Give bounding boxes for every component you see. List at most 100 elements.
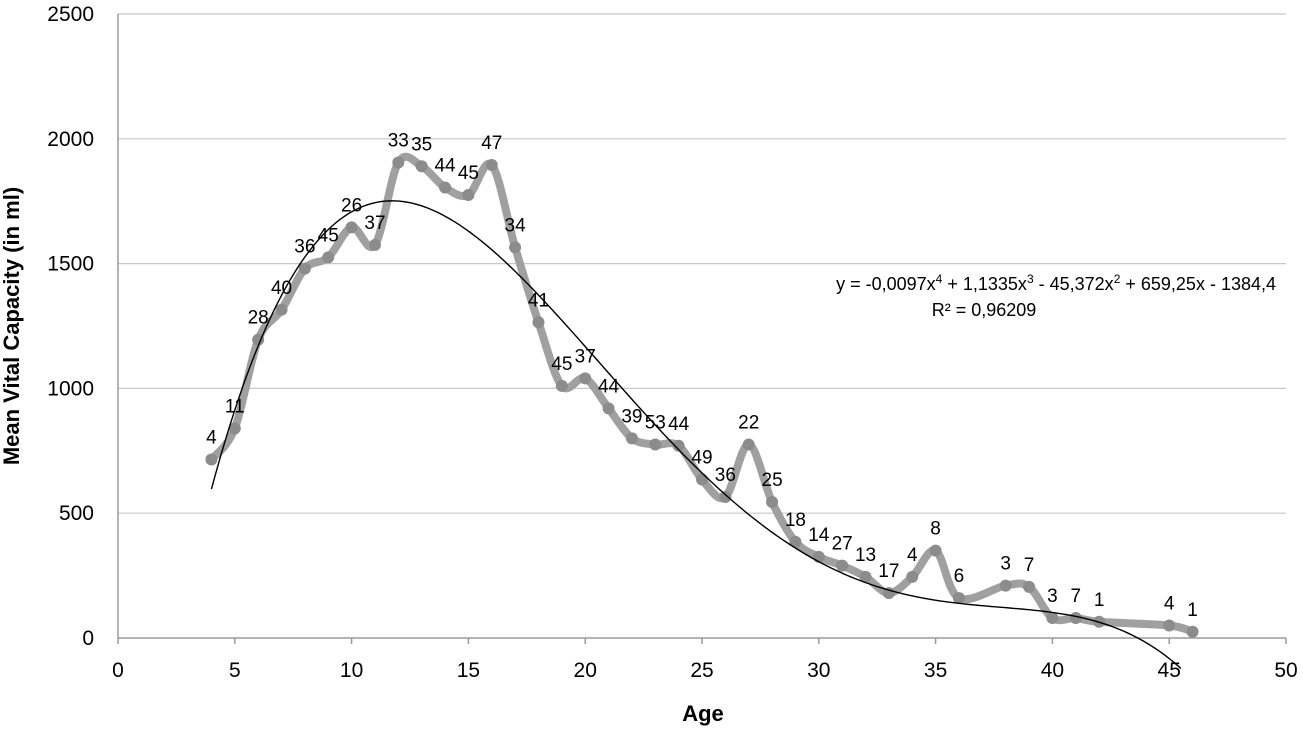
data-label: 39	[621, 406, 642, 427]
y-tick-label: 0	[82, 627, 94, 650]
data-label: 53	[645, 413, 666, 434]
data-label: 40	[271, 278, 292, 299]
data-point	[1023, 580, 1036, 593]
data-point	[579, 372, 592, 385]
data-label: 44	[668, 414, 690, 435]
data-point	[602, 402, 615, 415]
data-label: 3	[1047, 586, 1058, 607]
data-label: 4	[907, 545, 918, 566]
x-tick-label: 30	[807, 659, 830, 682]
data-label: 6	[954, 566, 965, 587]
data-label: 45	[458, 163, 479, 184]
data-point	[882, 587, 895, 600]
data-label: 33	[388, 131, 409, 152]
y-tick-label: 2500	[47, 3, 94, 26]
data-label: 44	[598, 376, 620, 397]
data-point	[368, 238, 381, 251]
data-label: 36	[715, 465, 736, 486]
data-label: 22	[738, 413, 759, 434]
data-label: 8	[930, 519, 941, 540]
data-point	[952, 592, 965, 605]
x-tick-label: 50	[1274, 659, 1297, 682]
x-tick-label: 20	[574, 659, 597, 682]
trendline-r-squared: R² = 0,96209	[932, 300, 1037, 320]
data-label: 11	[225, 396, 245, 417]
x-tick-label: 5	[229, 659, 241, 682]
x-tick-label: 25	[690, 659, 713, 682]
data-point	[485, 159, 498, 172]
trendline	[210, 200, 1182, 669]
data-label: 35	[411, 134, 432, 155]
data-point	[205, 453, 218, 466]
data-point	[322, 251, 335, 264]
data-label: 45	[551, 354, 572, 375]
data-point	[742, 438, 755, 451]
data-label: 36	[294, 237, 315, 258]
data-label: 3	[1000, 554, 1011, 575]
axes	[117, 14, 1287, 644]
x-tick-label: 10	[340, 659, 363, 682]
y-tick-label: 1500	[47, 253, 94, 276]
grid-lines	[118, 13, 1286, 514]
data-point	[719, 490, 732, 503]
y-axis-title: Mean Vital Capacity (in ml)	[0, 187, 24, 465]
data-label: 17	[878, 561, 899, 582]
trendline-equation: y = -0,0097x4 + 1,1335x3 - 45,372x2 + 65…	[836, 272, 1276, 294]
data-label: 37	[364, 213, 385, 234]
data-label: 18	[785, 510, 806, 531]
y-tick-label: 500	[59, 502, 94, 525]
data-point	[859, 570, 872, 583]
data-point	[929, 544, 942, 557]
data-point	[415, 160, 428, 173]
data-point	[275, 303, 288, 316]
data-point	[228, 422, 241, 435]
y-tick-label: 2000	[47, 128, 94, 151]
data-point	[462, 188, 475, 201]
data-point	[906, 570, 919, 583]
data-label: 4	[206, 428, 217, 449]
data-label: 41	[528, 290, 549, 311]
data-label: 14	[808, 525, 830, 546]
data-point	[298, 262, 311, 275]
data-point	[555, 379, 568, 392]
data-point	[649, 438, 662, 451]
data-label: 34	[505, 215, 527, 236]
data-label: 7	[1070, 586, 1081, 607]
series-line	[207, 152, 1197, 636]
x-tick-label: 40	[1041, 659, 1064, 682]
data-point	[625, 432, 638, 445]
x-tick-label: 35	[924, 659, 947, 682]
data-point	[766, 495, 779, 508]
data-label: 1	[1094, 590, 1105, 611]
data-point	[1069, 612, 1082, 625]
data-point	[836, 559, 849, 572]
data-point	[509, 241, 522, 254]
y-tick-label: 1000	[47, 377, 94, 400]
data-point	[1186, 625, 1199, 638]
data-label: 27	[832, 534, 853, 555]
data-label: 26	[341, 195, 362, 216]
data-label: 7	[1024, 555, 1035, 576]
x-axis-title: Age	[682, 701, 724, 726]
data-label: 37	[575, 346, 596, 367]
data-point	[252, 333, 265, 346]
data-point	[392, 156, 405, 169]
data-label: 13	[855, 545, 876, 566]
data-point	[696, 473, 708, 486]
x-axis-tick-labels: 0 5 10 15 20 25 30 35 40 45 50	[112, 659, 1298, 682]
data-point	[999, 579, 1012, 592]
x-tick-label: 45	[1158, 659, 1181, 682]
data-point	[1046, 612, 1059, 625]
data-label: 4	[1164, 594, 1175, 615]
trendline-curve	[210, 200, 1182, 669]
data-label: 49	[691, 448, 712, 469]
data-point	[439, 181, 452, 194]
y-axis-tick-labels: 0 500 1000 1500 2000 2500	[47, 3, 94, 650]
data-point	[532, 316, 545, 329]
x-tick-label: 0	[112, 659, 124, 682]
data-label: 25	[762, 470, 783, 491]
data-label: 1	[1187, 600, 1198, 621]
data-point	[345, 221, 358, 234]
